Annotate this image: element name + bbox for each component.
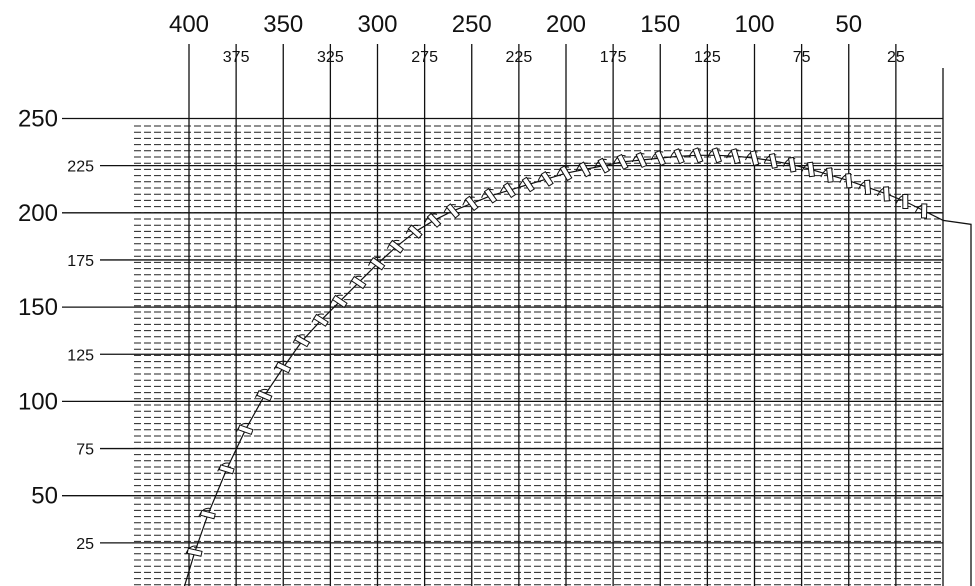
x-tick-label: 350: [263, 11, 303, 38]
curve-marker: [730, 148, 741, 165]
curve-hook: [254, 388, 268, 398]
curve-marker: [186, 547, 203, 557]
y-axis-ticks: [62, 117, 943, 544]
curve-marker: [864, 179, 872, 196]
curve-marker: [597, 157, 610, 174]
curve-marker: [559, 165, 573, 182]
curve-marker: [807, 161, 816, 178]
y-tick-label: 25: [76, 536, 94, 553]
x-tick-label: 125: [694, 49, 721, 66]
curve-marker: [407, 224, 423, 239]
curve-marker: [218, 464, 235, 475]
x-tick-label: 200: [546, 11, 586, 38]
curve-marker: [673, 148, 685, 165]
series-curve: [183, 154, 972, 586]
curve-marker: [275, 361, 292, 374]
x-tick-label: 175: [600, 49, 627, 66]
y-tick-label: 200: [18, 200, 58, 227]
curve-marker: [768, 152, 778, 169]
curve-marker: [426, 212, 442, 228]
curve-marker: [521, 176, 535, 193]
x-tick-label: 275: [411, 49, 438, 66]
curve-hook: [185, 545, 198, 555]
curve-marker: [711, 147, 723, 164]
horizontal-dashed-grid: [134, 125, 943, 586]
x-tick-label: 150: [640, 11, 680, 38]
curve-marker: [502, 182, 517, 199]
y-axis-tick-labels: 250 200 150 100 50 225 175 125 75 25: [18, 106, 94, 553]
curve-marker: [826, 167, 834, 183]
curve-marker: [313, 313, 329, 327]
curve-marker: [692, 147, 704, 164]
y-tick-label: 50: [31, 483, 58, 510]
end-bracket: [942, 219, 972, 586]
x-tick-label: 375: [223, 49, 250, 66]
curve-marker: [578, 161, 592, 178]
curve-marker: [331, 294, 348, 309]
curve-marker: [920, 203, 928, 219]
curve-marker: [256, 390, 273, 402]
curve-hook: [236, 422, 249, 432]
y-tick-label: 225: [67, 159, 94, 176]
y-tick-label: 100: [18, 388, 58, 415]
curve-marker: [882, 186, 890, 202]
x-tick-label: 75: [793, 49, 811, 66]
curve-line: [183, 154, 944, 586]
curve-marker: [388, 239, 405, 254]
curve-marker: [845, 172, 853, 189]
x-tick-label: 50: [835, 11, 862, 38]
y-tick-label: 250: [18, 106, 58, 133]
x-tick-label: 25: [887, 49, 905, 66]
y-tick-label: 175: [67, 253, 94, 270]
curve-marker: [350, 275, 367, 290]
curve-marker: [616, 153, 629, 170]
x-tick-label: 325: [317, 49, 344, 66]
x-tick-label: 225: [506, 49, 533, 66]
x-axis-tick-labels: 400 350 300 250 200 150 100 50 375 325 275 225 175 12…: [169, 11, 905, 66]
curve-marker: [445, 203, 460, 219]
curve-marker: [540, 170, 554, 187]
curve-marker: [902, 193, 909, 210]
x-tick-label: 100: [734, 11, 774, 38]
curve-marker: [654, 150, 667, 167]
y-tick-label: 75: [76, 442, 94, 459]
curve-hook: [198, 507, 211, 517]
curve-marker: [483, 187, 498, 204]
curve-marker: [787, 156, 797, 173]
x-tick-label: 400: [169, 11, 209, 38]
curve-marker: [749, 150, 760, 167]
curve-markers: [185, 147, 928, 557]
curve-marker: [635, 151, 648, 169]
curve-marker: [464, 195, 479, 212]
x-tick-label: 300: [357, 11, 397, 38]
curve-hook: [217, 462, 230, 472]
curve-marker: [237, 424, 254, 436]
x-tick-label: 250: [452, 11, 492, 38]
curve-marker: [369, 256, 386, 271]
y-tick-label: 150: [18, 294, 58, 321]
curve-marker: [199, 509, 216, 520]
y-tick-label: 125: [67, 347, 94, 364]
curve-marker: [294, 334, 311, 348]
